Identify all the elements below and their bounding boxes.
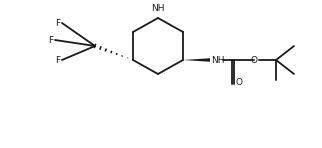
Text: F: F — [55, 56, 60, 65]
Text: F: F — [48, 36, 53, 45]
Text: O: O — [235, 78, 242, 86]
Text: O: O — [251, 56, 258, 65]
Polygon shape — [183, 58, 210, 62]
Text: NH: NH — [151, 4, 165, 13]
Text: NH: NH — [211, 56, 224, 65]
Text: F: F — [55, 18, 60, 28]
